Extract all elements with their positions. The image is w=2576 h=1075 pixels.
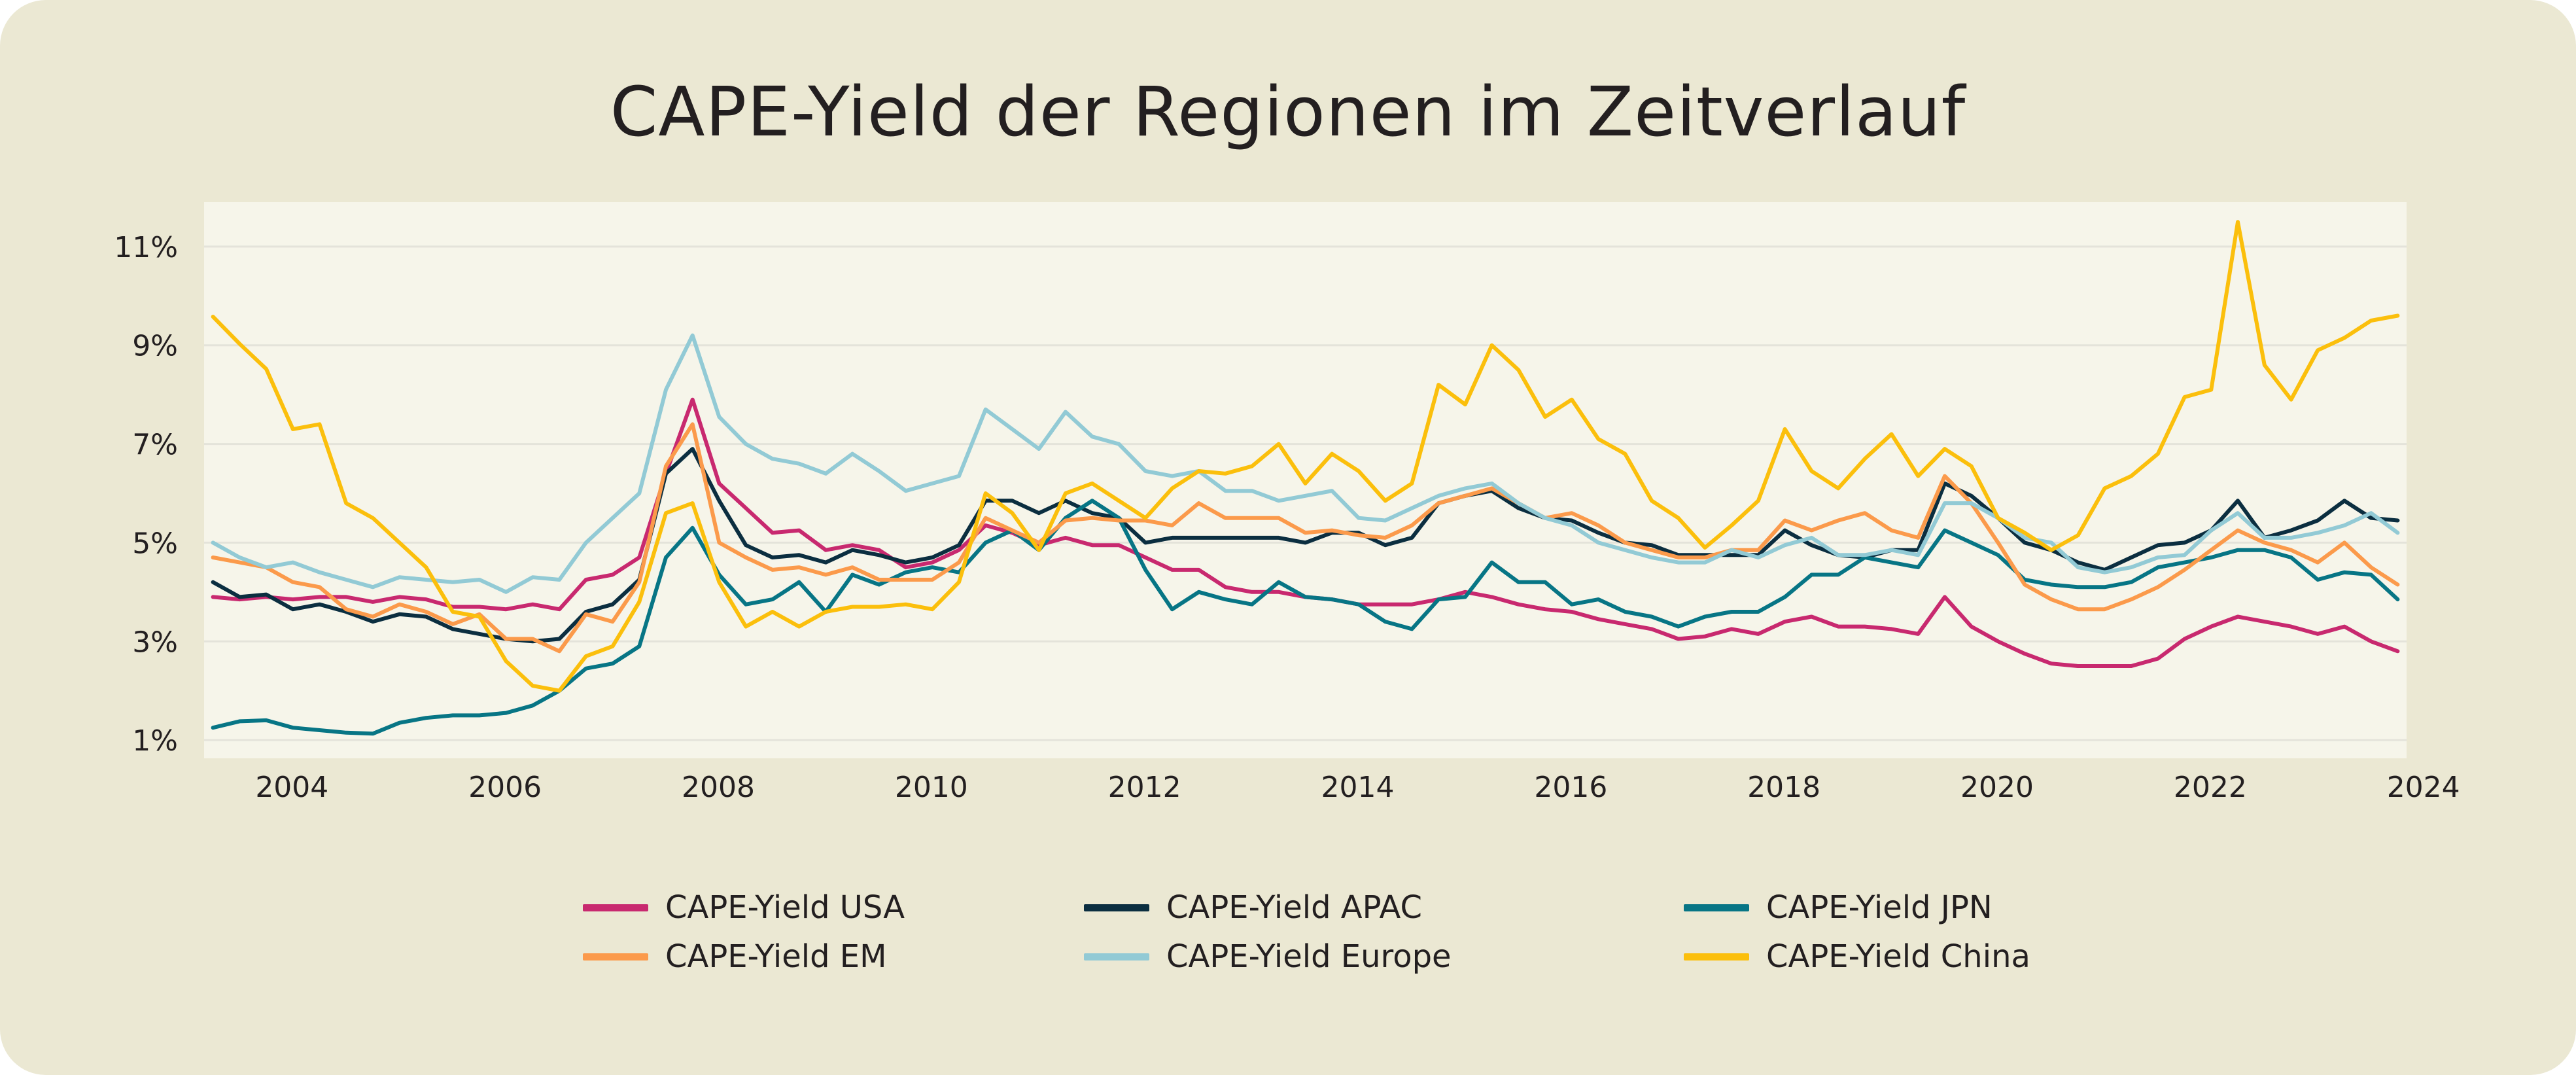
y-tick-label: 7% bbox=[132, 429, 178, 462]
series-line-cape-yield-apac bbox=[211, 447, 2400, 644]
chart-title: CAPE-Yield der Regionen im Zeitverlauf bbox=[610, 72, 1966, 152]
y-tick-label: 5% bbox=[132, 527, 178, 560]
x-tick-label: 2010 bbox=[895, 771, 968, 804]
y-tick-label: 1% bbox=[132, 724, 178, 758]
x-tick-label: 2020 bbox=[1960, 771, 2034, 804]
series-line-cape-yield-em bbox=[211, 422, 2400, 654]
x-tick-label: 2016 bbox=[1534, 771, 1607, 804]
y-axis-ticks: 1% 3% 5% 7% 9% 11% bbox=[114, 231, 178, 758]
x-tick-label: 2008 bbox=[682, 771, 755, 804]
series-line-cape-yield-jpn bbox=[211, 499, 2400, 736]
x-tick-label: 2024 bbox=[2387, 771, 2460, 804]
x-tick-label: 2014 bbox=[1321, 771, 1395, 804]
series-line-cape-yield-china bbox=[211, 220, 2400, 693]
x-tick-label: 2022 bbox=[2174, 771, 2247, 804]
series-lines bbox=[211, 220, 2400, 736]
x-tick-label: 2018 bbox=[1747, 771, 1820, 804]
gridlines bbox=[204, 245, 2407, 741]
y-tick-label: 9% bbox=[132, 330, 178, 363]
x-tick-label: 2012 bbox=[1108, 771, 1181, 804]
x-tick-label: 2006 bbox=[468, 771, 542, 804]
y-tick-label: 3% bbox=[132, 626, 178, 659]
x-axis-ticks: 2004 2006 2008 2010 2012 2014 2016 2018 2020 2022… bbox=[255, 771, 2460, 804]
y-tick-label: 11% bbox=[114, 231, 178, 264]
x-tick-label: 2004 bbox=[255, 771, 328, 804]
